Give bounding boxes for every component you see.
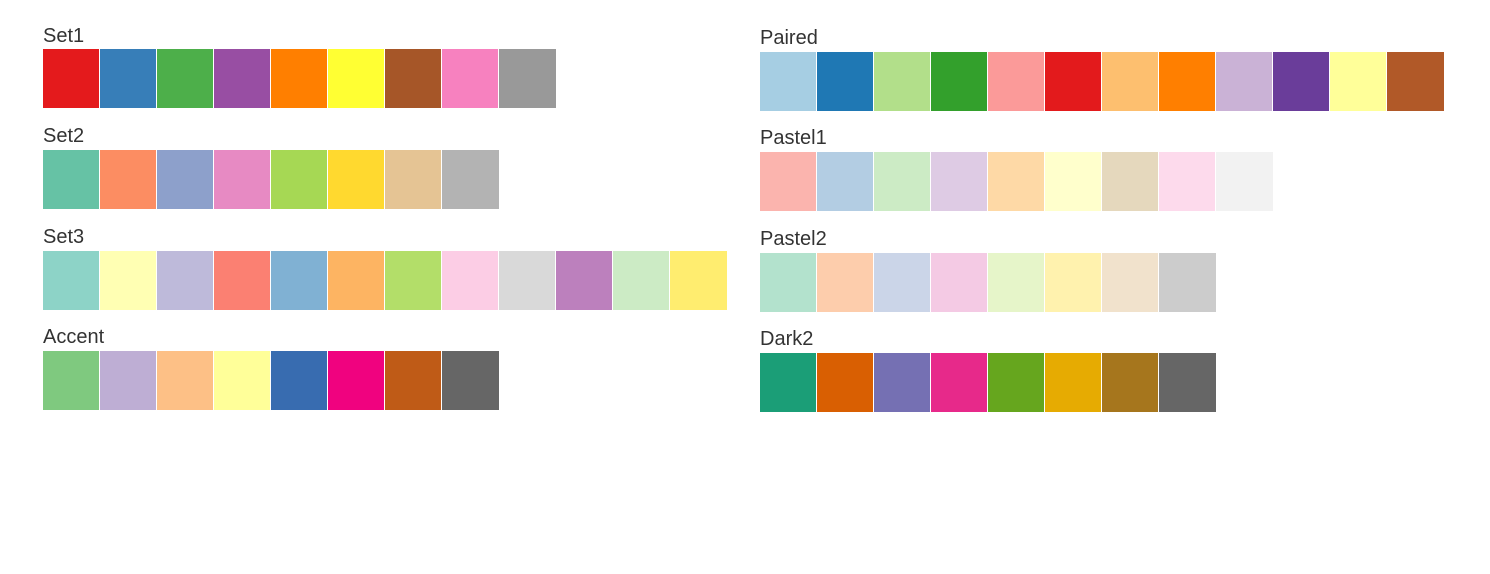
- color-swatch: [442, 351, 499, 410]
- palette-name: Set1: [43, 25, 85, 47]
- color-swatch: [100, 49, 157, 108]
- swatch-row: [760, 152, 1273, 211]
- color-swatch: [214, 49, 271, 108]
- color-swatch: [988, 52, 1045, 111]
- palette-name: Pastel1: [760, 127, 827, 149]
- color-swatch: [760, 52, 817, 111]
- color-swatch: [817, 52, 874, 111]
- color-swatch: [271, 49, 328, 108]
- color-swatch: [874, 253, 931, 312]
- color-swatch: [931, 52, 988, 111]
- color-swatch: [931, 353, 988, 412]
- color-swatch: [442, 251, 499, 310]
- swatch-row: [43, 251, 727, 310]
- color-swatch: [1045, 253, 1102, 312]
- color-swatch: [613, 251, 670, 310]
- color-swatch: [874, 152, 931, 211]
- palette-name: Paired: [760, 27, 818, 49]
- swatch-row: [43, 150, 499, 209]
- color-swatch: [271, 351, 328, 410]
- color-swatch: [328, 49, 385, 108]
- color-swatch: [328, 150, 385, 209]
- color-swatch: [817, 152, 874, 211]
- color-swatch: [1387, 52, 1444, 111]
- color-swatch: [43, 251, 100, 310]
- color-swatch: [817, 253, 874, 312]
- color-swatch: [760, 253, 817, 312]
- color-swatch: [988, 353, 1045, 412]
- color-swatch: [931, 253, 988, 312]
- color-swatch: [43, 150, 100, 209]
- swatch-row: [760, 52, 1444, 111]
- color-swatch: [988, 152, 1045, 211]
- color-swatch: [328, 351, 385, 410]
- color-swatch: [760, 353, 817, 412]
- color-swatch: [1216, 152, 1273, 211]
- palette-name: Accent: [43, 326, 105, 348]
- color-swatch: [214, 251, 271, 310]
- color-swatch: [214, 150, 271, 209]
- color-swatch: [100, 251, 157, 310]
- color-swatch: [1159, 353, 1216, 412]
- color-swatch: [157, 351, 214, 410]
- color-swatch: [556, 251, 613, 310]
- palette-name: Dark2: [760, 328, 814, 350]
- color-swatch: [1330, 52, 1387, 111]
- color-swatch: [271, 150, 328, 209]
- color-swatch: [1102, 253, 1159, 312]
- color-swatch: [43, 351, 100, 410]
- color-swatch: [1045, 152, 1102, 211]
- palette-name: Set2: [43, 125, 85, 147]
- color-swatch: [1273, 52, 1330, 111]
- color-swatch: [100, 351, 157, 410]
- swatch-row: [43, 49, 556, 108]
- palette-name: Pastel2: [760, 228, 827, 250]
- color-swatch: [817, 353, 874, 412]
- color-swatch: [157, 150, 214, 209]
- color-swatch: [1159, 253, 1216, 312]
- color-swatch: [328, 251, 385, 310]
- color-swatch: [1045, 52, 1102, 111]
- swatch-row: [760, 253, 1216, 312]
- color-swatch: [271, 251, 328, 310]
- color-swatch: [157, 251, 214, 310]
- color-swatch: [214, 351, 271, 410]
- color-swatch: [1159, 52, 1216, 111]
- color-swatch: [385, 251, 442, 310]
- color-swatch: [1216, 52, 1273, 111]
- color-swatch: [988, 253, 1045, 312]
- color-swatch: [442, 49, 499, 108]
- color-swatch: [385, 150, 442, 209]
- color-swatch: [499, 251, 556, 310]
- color-swatch: [1102, 353, 1159, 412]
- color-swatch: [1102, 152, 1159, 211]
- color-swatch: [874, 353, 931, 412]
- color-swatch: [670, 251, 727, 310]
- color-swatch: [1045, 353, 1102, 412]
- color-swatch: [874, 52, 931, 111]
- color-swatch: [100, 150, 157, 209]
- swatch-row: [43, 351, 499, 410]
- color-swatch: [1159, 152, 1216, 211]
- color-swatch: [442, 150, 499, 209]
- color-swatch: [499, 49, 556, 108]
- color-swatch: [157, 49, 214, 108]
- palette-name: Set3: [43, 226, 85, 248]
- color-swatch: [1102, 52, 1159, 111]
- color-swatch: [385, 351, 442, 410]
- color-swatch: [760, 152, 817, 211]
- swatch-row: [760, 353, 1216, 412]
- color-swatch: [385, 49, 442, 108]
- color-swatch: [43, 49, 100, 108]
- color-swatch: [931, 152, 988, 211]
